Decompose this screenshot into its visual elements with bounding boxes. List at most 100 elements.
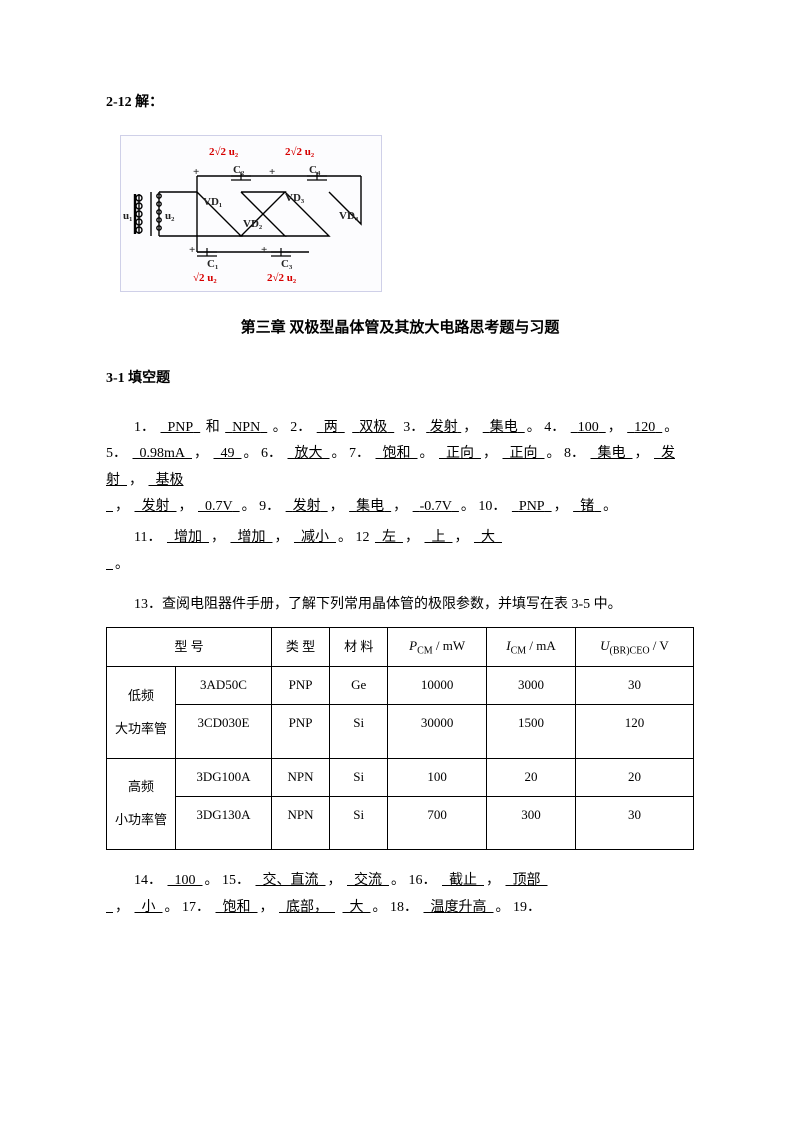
dot: 。 [496,900,510,915]
table-row: 3CD030E PNP Si 30000 1500 120 [107,705,694,759]
ans-10b: 锗 [571,499,603,514]
problem-label: 2-12 解： [106,90,694,117]
table-header-row: 型 号 类 型 材 料 PCM / mW ICM / mA U(BR)CEO /… [107,627,694,667]
cell-pcm: 700 [388,796,487,850]
comma: ， [608,420,622,435]
ans-3a: 发射 [424,420,463,435]
ans-12b: 上 [422,530,454,545]
th-icm: ICM / mA [487,627,576,667]
table-row: 低频大功率管 3AD50C PNP Ge 10000 3000 30 [107,667,694,705]
dot: 。 [664,420,678,435]
cell-type: PNP [271,667,329,705]
comma: ， [260,900,274,915]
th-pcm: PCM / mW [388,627,487,667]
cell-mat: Ge [330,667,388,705]
comma: ， [328,873,342,888]
transistor-table: 型 号 类 型 材 料 PCM / mW ICM / mA U(BR)CEO /… [106,627,694,850]
circuit-label-bot1: √2 u₂ [193,268,217,289]
table-row: 3DG130A NPN Si 700 300 30 [107,796,694,850]
ans-18a: 温度升高 [422,900,496,915]
ans-9b: 集电 [347,499,393,514]
ans-2a: 两 [315,420,347,435]
circuit-u1: u₁ [123,206,132,227]
comma: ， [330,499,344,514]
circuit-c4: C₄ [309,160,320,181]
cell-pcm: 10000 [388,667,487,705]
cell-model: 3DG100A [176,758,272,796]
circuit-c2: C₂ [233,160,244,181]
cell-mat: Si [330,705,388,759]
cell-pcm: 100 [388,758,487,796]
chapter-title: 第三章 双极型晶体管及其放大电路思考题与习题 [106,314,694,343]
comma: ， [486,873,500,888]
num-11: 11． [134,530,161,545]
num-9: 9． [259,499,280,514]
comma: ， [554,499,568,514]
ans-17c: 大 [341,900,373,915]
ans-8a: 集电 [589,446,635,461]
circuit-diagram: 2√2 u₂ 2√2 u₂ C₂ C₄ + + u₁ u₂ VD₁ VD₂ VD… [120,135,382,292]
ans-4a: 100 [569,420,608,435]
comma: ， [463,420,477,435]
ans-9c: -0.7V [411,499,461,514]
comma: ， [115,900,129,915]
dot: 。 [244,446,258,461]
q13-text: 13．查阅电阻器件手册，了解下列常用晶体管的极限参数，并填写在表 3-5 中。 [106,592,694,619]
num-17: 17． [182,900,210,915]
cell-model: 3DG130A [176,796,272,850]
table-row: 高频小功率管 3DG100A NPN Si 100 20 20 [107,758,694,796]
txt-he: 和 [206,420,220,435]
cell-pcm: 30000 [388,705,487,759]
ans-5b: 49 [212,446,244,461]
comma: ， [194,446,208,461]
num-2: 2． [290,420,311,435]
num-10: 10． [478,499,506,514]
circuit-vd2: VD₂ [243,214,262,235]
comma: ， [115,499,129,514]
document-page: 2-12 解： [0,0,800,1132]
ans-1a: PNP [159,420,203,435]
num-16: 16． [409,873,437,888]
dot: 。 [603,499,617,514]
cell-type: PNP [271,705,329,759]
num-1: 1． [134,420,155,435]
ans-9a: 发射 [284,499,330,514]
section-3-1-title: 3-1 填空题 [106,366,694,393]
num-8: 8． [564,446,585,461]
circuit-vd1: VD₁ [203,192,222,213]
dot: 。 [338,530,352,545]
ans-5a: 0.98mA [131,446,195,461]
ans-6a: 放大 [286,446,332,461]
ans-7c: 正向 [501,446,547,461]
cell-mat: Si [330,796,388,850]
num-3: 3． [403,420,424,435]
circuit-vd3: VD₃ [285,188,304,209]
cell-icm: 3000 [487,667,576,705]
num-14: 14． [134,873,162,888]
comma: ， [274,530,288,545]
cell-model: 3CD030E [176,705,272,759]
ans-2b: 双极 [350,420,396,435]
comma: ， [211,530,225,545]
ans-10a: PNP [510,499,554,514]
cell-type: NPN [271,758,329,796]
comma: ， [179,499,193,514]
comma: ， [454,530,468,545]
ans-8d: 发射 [133,499,179,514]
ans-15b: 交流 [345,873,391,888]
dot: 。 [205,873,219,888]
num-7: 7． [349,446,370,461]
group-1: 低频大功率管 [107,667,176,758]
comma: ， [393,499,407,514]
cell-mat: Si [330,758,388,796]
dot: 。 [332,446,346,461]
ans-11a: 增加 [165,530,211,545]
ans-16d: 小 [133,900,165,915]
ans-12a: 左 [373,530,405,545]
dot: 。 [115,557,129,572]
ans-4b: 120 [625,420,664,435]
ans-7b: 正向 [437,446,483,461]
num-4: 4． [544,420,565,435]
num-18: 18． [390,900,418,915]
comma: ， [405,530,419,545]
